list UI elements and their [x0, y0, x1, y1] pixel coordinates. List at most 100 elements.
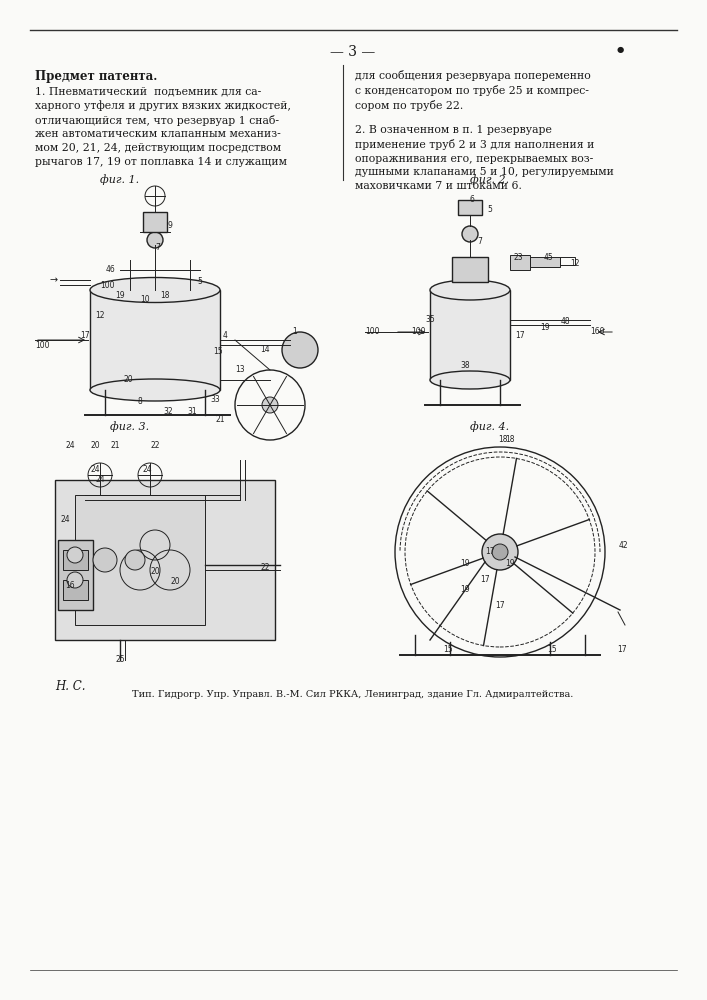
Text: 42: 42: [618, 540, 628, 550]
Text: ●: ●: [617, 45, 624, 54]
Text: 24: 24: [90, 466, 100, 475]
Text: Предмет патента.: Предмет патента.: [35, 70, 158, 83]
Circle shape: [282, 332, 318, 368]
Text: 6: 6: [469, 196, 474, 205]
Text: фиг. 4.: фиг. 4.: [470, 421, 510, 432]
Text: 1: 1: [293, 328, 298, 336]
Text: Н. С.: Н. С.: [55, 680, 86, 693]
Bar: [58, 540, 93, 610]
Text: для сообщения резервуара попеременно
с конденсатором по трубе 25 и компрес-
соро: для сообщения резервуара попеременно с к…: [355, 70, 591, 111]
Circle shape: [125, 550, 145, 570]
Circle shape: [93, 548, 117, 572]
Text: 24: 24: [95, 476, 105, 485]
Text: 18: 18: [506, 436, 515, 444]
Text: 38: 38: [460, 360, 470, 369]
Text: 21: 21: [110, 440, 119, 450]
Text: 18: 18: [498, 436, 508, 444]
Text: 31: 31: [187, 408, 197, 416]
Text: 19: 19: [115, 290, 125, 300]
Text: →: →: [50, 275, 58, 285]
Text: 20: 20: [170, 578, 180, 586]
Text: 100: 100: [365, 328, 380, 336]
Bar: [90, 290, 220, 390]
Bar: [63, 580, 88, 600]
Bar: [560, 257, 575, 265]
Text: 20: 20: [90, 440, 100, 450]
Text: 7: 7: [477, 237, 482, 246]
Text: 14: 14: [260, 346, 270, 355]
Text: 48: 48: [560, 318, 570, 326]
Bar: [75, 495, 205, 625]
Text: 17: 17: [485, 548, 495, 556]
Text: 19: 19: [460, 558, 470, 568]
Text: 17: 17: [80, 330, 90, 340]
Text: 25: 25: [115, 656, 125, 664]
Ellipse shape: [430, 371, 510, 389]
Text: 15: 15: [214, 348, 223, 357]
Text: 33: 33: [210, 395, 220, 404]
Text: 24: 24: [60, 516, 70, 524]
Text: 15: 15: [443, 646, 452, 654]
Circle shape: [147, 232, 163, 248]
Text: 12: 12: [95, 310, 105, 320]
Text: 21: 21: [215, 416, 225, 424]
Bar: [458, 200, 482, 215]
Bar: [143, 212, 167, 232]
Text: 17: 17: [495, 600, 505, 609]
Text: 15: 15: [547, 646, 557, 654]
Bar: [430, 290, 510, 380]
Text: 35: 35: [425, 316, 435, 324]
Text: 9: 9: [168, 221, 173, 230]
Circle shape: [262, 397, 278, 413]
Text: 7: 7: [156, 243, 160, 252]
Bar: [55, 480, 275, 640]
Text: 16: 16: [65, 580, 75, 589]
Text: 23: 23: [513, 253, 522, 262]
Text: 4: 4: [223, 330, 228, 340]
Text: фиг. 3.: фиг. 3.: [110, 421, 150, 432]
Ellipse shape: [90, 379, 220, 401]
Bar: [452, 257, 488, 282]
Circle shape: [67, 547, 83, 563]
Text: 2. В означенном в п. 1 резервуаре
применение труб 2 и 3 для наполнения и
опоражн: 2. В означенном в п. 1 резервуаре примен…: [355, 125, 614, 191]
Text: 20: 20: [123, 375, 133, 384]
Text: Тип. Гидрогр. Упр. Управл. В.-М. Сил РККА, Ленинград, здание Гл. Адмиралтейства.: Тип. Гидрогр. Упр. Управл. В.-М. Сил РКК…: [132, 690, 573, 699]
Text: 22: 22: [151, 440, 160, 450]
Text: 17: 17: [515, 330, 525, 340]
Text: 8: 8: [138, 397, 142, 406]
Circle shape: [67, 572, 83, 588]
Text: 32: 32: [163, 408, 173, 416]
Bar: [63, 550, 88, 570]
Text: 24: 24: [65, 440, 75, 450]
Text: 19: 19: [460, 585, 470, 594]
Circle shape: [492, 544, 508, 560]
Text: 19: 19: [506, 558, 515, 568]
Text: фиг. 2.: фиг. 2.: [470, 174, 510, 185]
Text: 100: 100: [411, 328, 425, 336]
Text: 19: 19: [540, 324, 550, 332]
Text: 5: 5: [197, 277, 202, 286]
Text: 160: 160: [590, 328, 604, 336]
Ellipse shape: [90, 277, 220, 302]
Text: 5: 5: [488, 206, 493, 215]
Text: 1. Пневматический  подъемник для са-
харного утфеля и других вязких жидкостей,
о: 1. Пневматический подъемник для са- харн…: [35, 86, 291, 167]
Text: 12: 12: [571, 258, 580, 267]
Text: 13: 13: [235, 365, 245, 374]
Text: 100: 100: [35, 340, 49, 350]
Text: 17: 17: [617, 646, 627, 654]
Text: фиг. 1.: фиг. 1.: [100, 174, 139, 185]
Text: 10: 10: [140, 296, 150, 304]
Text: 20: 20: [150, 568, 160, 576]
Text: 100: 100: [100, 280, 115, 290]
Text: 18: 18: [160, 290, 170, 300]
Text: 22: 22: [260, 564, 270, 572]
Text: 17: 17: [480, 576, 490, 584]
Text: — 3 —: — 3 —: [330, 45, 375, 59]
Bar: [530, 257, 560, 267]
Text: 45: 45: [543, 253, 553, 262]
Bar: [510, 255, 530, 270]
Circle shape: [462, 226, 478, 242]
Circle shape: [482, 534, 518, 570]
Text: 24: 24: [142, 466, 152, 475]
Ellipse shape: [430, 280, 510, 300]
